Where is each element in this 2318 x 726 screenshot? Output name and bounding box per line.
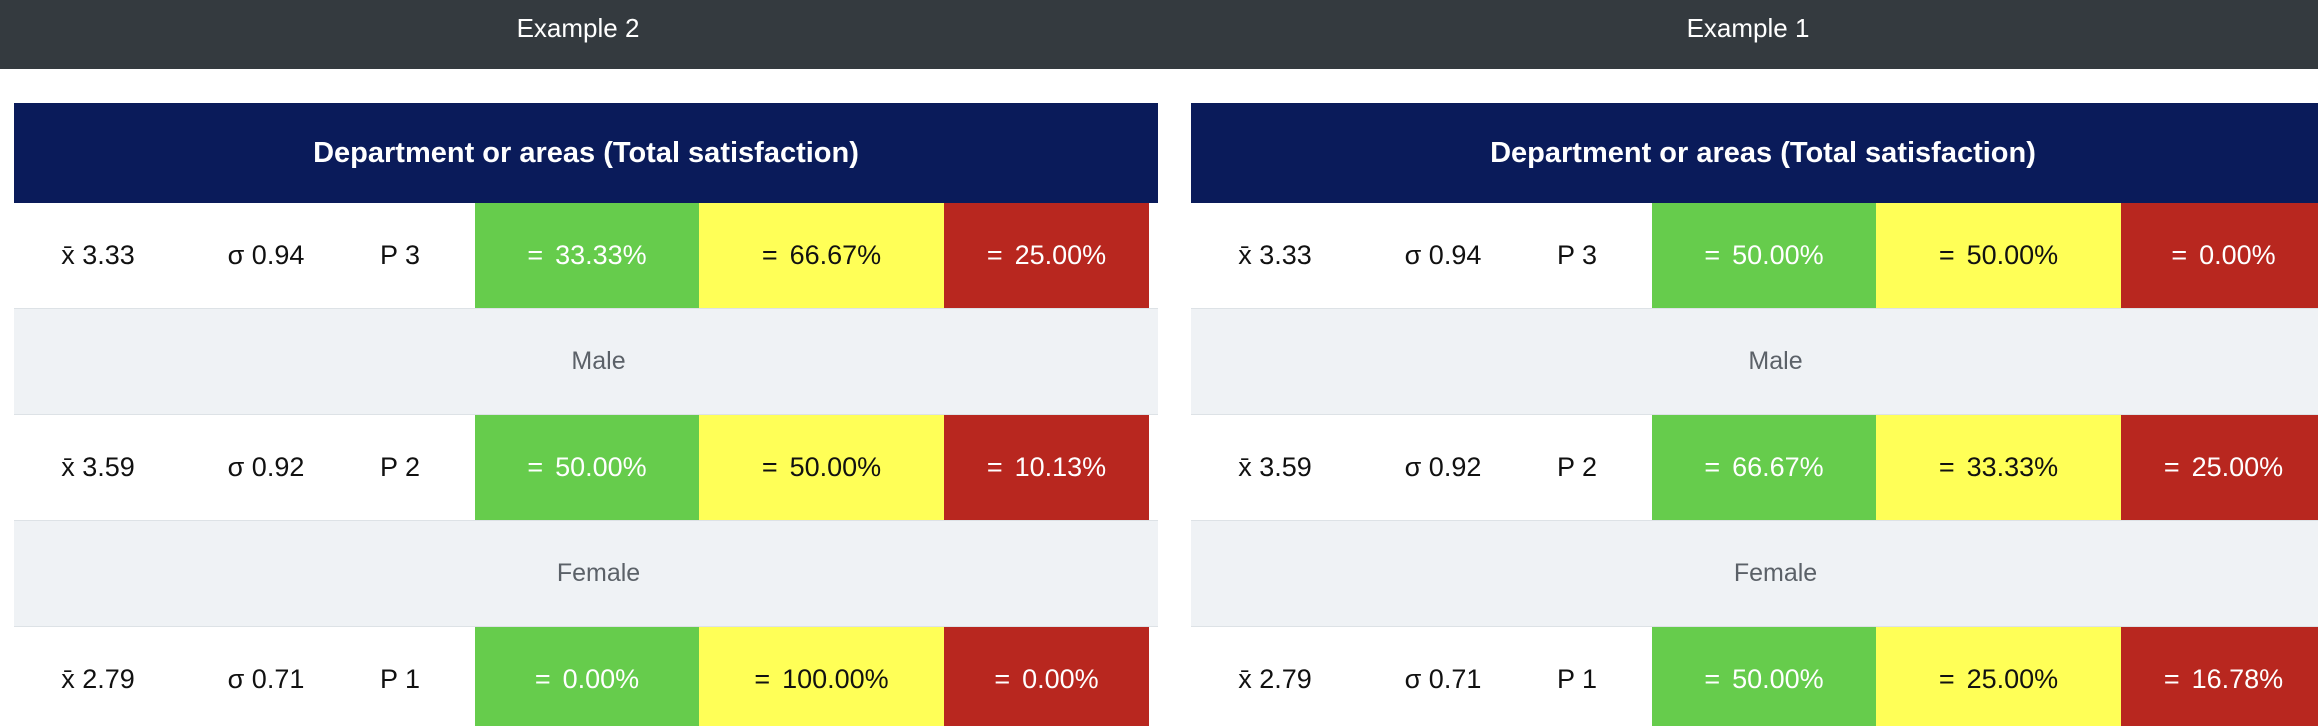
p-value: P 2 bbox=[1557, 452, 1598, 482]
sd-value: σ 0.71 bbox=[1404, 664, 1482, 694]
sd-value: σ 0.92 bbox=[227, 452, 305, 482]
red-percentage: = 25.00% bbox=[2121, 415, 2318, 520]
mean-value: x̄ 3.59 bbox=[1238, 452, 1312, 482]
p-value: P 2 bbox=[380, 452, 421, 482]
panel-header: Department or areas (Total satisfaction) bbox=[14, 103, 1158, 203]
group-label-male: Male bbox=[14, 309, 1158, 415]
group-label-female: Female bbox=[14, 521, 1158, 627]
stats-row-total: x̄ 3.33 σ 0.94 P 3 = 50.00% = 50.00% = 0.00… bbox=[1191, 203, 2318, 309]
red-percentage: = 25.00% bbox=[944, 203, 1149, 308]
sd-value: σ 0.94 bbox=[227, 240, 305, 270]
mean-value: x̄ 3.33 bbox=[61, 240, 135, 270]
top-bar: Example 2 Example 1 bbox=[0, 0, 2318, 69]
green-percentage: = 0.00% bbox=[475, 627, 699, 726]
group-label-male: Male bbox=[1191, 309, 2318, 415]
red-percentage: = 0.00% bbox=[2121, 203, 2318, 308]
green-percentage: = 50.00% bbox=[475, 415, 699, 520]
stats-row-female: x̄ 2.79 σ 0.71 P 1 = 50.00% = 25.00% = 16.7… bbox=[1191, 627, 2318, 726]
example-1-panel: Department or areas (Total satisfaction)… bbox=[1191, 103, 2318, 726]
green-percentage: = 33.33% bbox=[475, 203, 699, 308]
sd-value: σ 0.94 bbox=[1404, 240, 1482, 270]
mean-value: x̄ 3.59 bbox=[61, 452, 135, 482]
red-percentage: = 10.13% bbox=[944, 415, 1149, 520]
stats-row-male: x̄ 3.59 σ 0.92 P 2 = 50.00% = 50.00% = 10.1… bbox=[14, 415, 1158, 521]
group-label-female: Female bbox=[1191, 521, 2318, 627]
red-percentage: = 0.00% bbox=[944, 627, 1149, 726]
p-value: P 3 bbox=[1557, 240, 1598, 270]
tab-example-2[interactable]: Example 2 bbox=[516, 13, 640, 43]
mean-value: x̄ 3.33 bbox=[1238, 240, 1312, 270]
green-percentage: = 66.67% bbox=[1652, 415, 1876, 520]
mean-value: x̄ 2.79 bbox=[1238, 664, 1312, 694]
p-value: P 1 bbox=[380, 664, 421, 694]
p-value: P 1 bbox=[1557, 664, 1598, 694]
sd-value: σ 0.92 bbox=[1404, 452, 1482, 482]
sd-value: σ 0.71 bbox=[227, 664, 305, 694]
stats-row-male: x̄ 3.59 σ 0.92 P 2 = 66.67% = 33.33% = 25.0… bbox=[1191, 415, 2318, 521]
green-percentage: = 50.00% bbox=[1652, 627, 1876, 726]
mean-value: x̄ 2.79 bbox=[61, 664, 135, 694]
yellow-percentage: = 33.33% bbox=[1876, 415, 2121, 520]
stats-row-total: x̄ 3.33 σ 0.94 P 3 = 33.33% = 66.67% = 25.0… bbox=[14, 203, 1158, 309]
yellow-percentage: = 66.67% bbox=[699, 203, 944, 308]
panel-header: Department or areas (Total satisfaction) bbox=[1191, 103, 2318, 203]
yellow-percentage: = 100.00% bbox=[699, 627, 944, 726]
yellow-percentage: = 50.00% bbox=[1876, 203, 2121, 308]
p-value: P 3 bbox=[380, 240, 421, 270]
yellow-percentage: = 50.00% bbox=[699, 415, 944, 520]
yellow-percentage: = 25.00% bbox=[1876, 627, 2121, 726]
example-2-panel: Department or areas (Total satisfaction)… bbox=[14, 103, 1158, 726]
green-percentage: = 50.00% bbox=[1652, 203, 1876, 308]
tab-example-1[interactable]: Example 1 bbox=[1686, 13, 1810, 43]
stats-row-female: x̄ 2.79 σ 0.71 P 1 = 0.00% = 100.00% = 0.00… bbox=[14, 627, 1158, 726]
red-percentage: = 16.78% bbox=[2121, 627, 2318, 726]
